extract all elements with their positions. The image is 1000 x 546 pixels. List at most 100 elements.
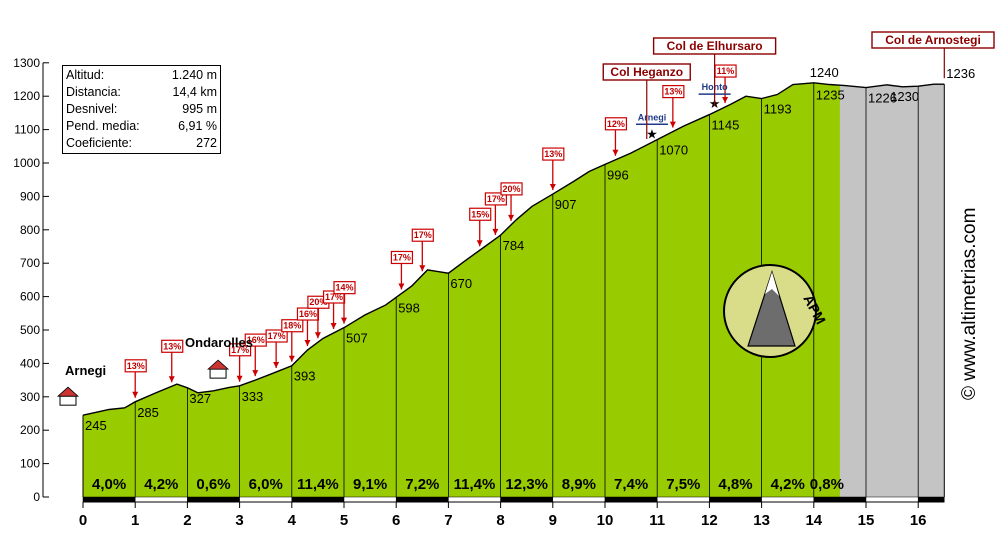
distance-bar-segment <box>656 496 710 503</box>
altitude-point-label: 1193 <box>764 102 792 117</box>
y-tick-label: 1300 <box>13 56 40 70</box>
place-label: Arnegi <box>65 363 106 378</box>
altitude-point-label: 1145 <box>711 118 739 133</box>
slope-flag-label: 13% <box>544 149 562 159</box>
slope-flag-label: 17% <box>393 252 411 262</box>
distance-bar-segment <box>813 496 867 503</box>
y-tick-label: 100 <box>20 457 40 471</box>
slope-flag-arrow <box>168 376 175 383</box>
distance-bar-segment <box>865 496 919 503</box>
x-tick-label: 11 <box>649 512 665 529</box>
segment-gradient-label: 12,3% <box>505 476 548 493</box>
slope-flag-arrow <box>236 375 243 382</box>
distance-bar-segment <box>187 496 240 503</box>
slope-flag-label: 17% <box>231 345 249 355</box>
slope-flag-box <box>542 147 565 161</box>
altitude-point-label: 1070 <box>659 143 688 158</box>
stats-value: 14,4 km <box>172 85 217 99</box>
x-tick-label: 3 <box>235 512 243 529</box>
apm-logo: APM <box>723 264 829 358</box>
stats-label: Pend. media: <box>66 119 140 133</box>
altitude-point-label: 1236 <box>946 66 975 81</box>
altitude-point-label: 393 <box>294 369 316 384</box>
distance-bar-segment <box>448 496 501 503</box>
x-tick-label: 1 <box>131 512 139 529</box>
x-tick-label: 2 <box>183 512 191 529</box>
slope-flag-box <box>411 228 434 242</box>
altitude-point-label: 598 <box>398 300 420 315</box>
star-icon: ★ <box>646 126 658 141</box>
x-tick-label: 6 <box>392 512 400 529</box>
stats-label: Coeficiente: <box>66 136 133 150</box>
y-tick-label: 700 <box>20 256 40 270</box>
distance-bar-segment <box>500 496 554 503</box>
x-tick-label: 10 <box>597 512 614 529</box>
segment-gradient-label: 0,6% <box>196 476 230 493</box>
slope-flag-label: 13% <box>664 87 682 97</box>
y-tick-label: 1200 <box>13 89 40 103</box>
distance-bar-segment <box>552 496 606 503</box>
slope-flag-arrow <box>341 317 347 324</box>
slope-flag-arrow <box>476 240 483 247</box>
x-tick-label: 13 <box>753 512 770 529</box>
segment-gradient-label: 4,2% <box>144 476 178 493</box>
slope-flag-label: 13% <box>127 361 145 371</box>
distance-bar-segment <box>239 496 293 503</box>
distance-bar-segment <box>761 496 815 503</box>
x-tick-label: 14 <box>805 512 822 529</box>
x-axis: 0 1 2 3 4 5 6 7 8 9 10 11 12 13 14 15 16 <box>79 501 945 529</box>
slope-flag-arrow <box>252 370 259 377</box>
slope-flag-label: 16% <box>247 335 265 345</box>
segment-gradient-label: 4,2% <box>771 476 805 493</box>
col-label: Col de Arnostegi <box>885 33 981 47</box>
y-tick-label: 300 <box>20 390 40 404</box>
slope-flag-label: 16% <box>299 309 317 319</box>
slope-flag-box <box>390 250 414 265</box>
slope-flag-label: 17% <box>414 230 432 240</box>
slope-flag-label: 17% <box>487 194 505 204</box>
altitude-point-label: 1230 <box>890 89 919 104</box>
altitude-point-label: 1235 <box>816 88 845 103</box>
slope-flag-arrow <box>722 97 729 104</box>
distance-bar-segment <box>82 496 136 503</box>
col-label-box <box>871 31 995 49</box>
slope-flag-label: 20% <box>309 297 327 307</box>
slope-flag-label: 18% <box>283 321 301 331</box>
x-tick-label: 7 <box>444 512 452 529</box>
slope-flag-label: 14% <box>335 283 353 293</box>
slope-flag-arrow <box>492 228 499 235</box>
stats-value: 1.240 m <box>171 68 217 82</box>
house-icon <box>209 368 227 379</box>
distance-bar-segment <box>134 496 188 503</box>
y-tick-label: 600 <box>20 290 40 304</box>
segment-gradient-label: 4,0% <box>92 476 126 493</box>
place-label: Ondarolles <box>185 335 253 350</box>
slope-flag-arrow <box>273 362 280 369</box>
segment-gradient-label: 0,8% <box>810 476 844 493</box>
slope-flag-arrow <box>288 355 295 362</box>
slope-flag-label: 17% <box>325 292 343 302</box>
slope-flag-arrow <box>304 340 311 347</box>
y-tick-label: 200 <box>20 423 40 437</box>
slope-flag-box <box>265 329 288 343</box>
slope-flag-arrow <box>314 332 321 339</box>
slope-flag-label: 15% <box>471 209 489 219</box>
x-tick-label: 9 <box>549 512 557 529</box>
slope-flag-arrow <box>669 121 676 128</box>
slope-flag-arrow <box>508 214 515 221</box>
slope-flag-box <box>469 207 492 221</box>
x-tick-label: 5 <box>340 512 348 529</box>
slope-flag-label: 13% <box>163 341 181 351</box>
y-tick-label: 400 <box>20 356 40 370</box>
segment-gradient-label: 11,4% <box>297 476 339 493</box>
distance-bar-segment <box>709 496 762 503</box>
altitude-point-label: 285 <box>137 405 159 420</box>
slope-flag-box <box>484 192 507 206</box>
plot-layer: 4,0% 4,2% 0,6% 6,0% 11,4% 9,1% 7,2% 11,4% 12,3% 8… <box>82 82 945 503</box>
stats-row: Distancia: 14,4 km <box>66 84 217 101</box>
stats-label: Distancia: <box>66 85 121 99</box>
altitude-point-label: 327 <box>189 391 211 406</box>
stats-row: Coeficiente: 272 <box>66 135 217 152</box>
altitude-point-label: 784 <box>503 238 525 253</box>
distance-bar-segment <box>917 496 945 503</box>
